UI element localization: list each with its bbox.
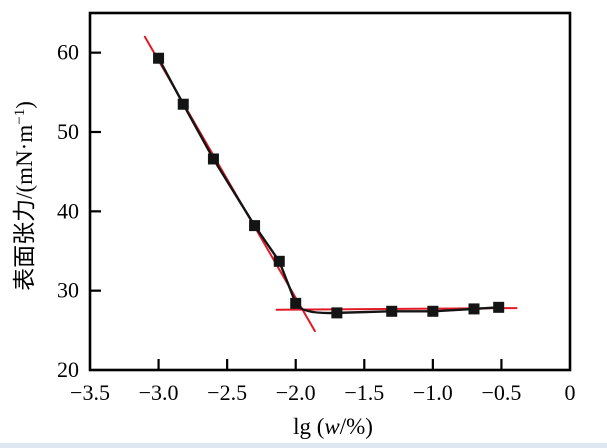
data-point-marker xyxy=(331,307,343,319)
x-axis-tick-label: −1.5 xyxy=(344,380,384,405)
data-point-marker xyxy=(290,297,302,309)
axis-tick-labels: −3.5 −3.0 −2.5 −2.0 −1.5 −1.0 −0.5 0 20 30 40 50 60 xyxy=(57,40,576,405)
y-axis-tick-label: 50 xyxy=(57,119,79,144)
data-point-marker xyxy=(153,52,165,64)
x-axis-tick-label: −2.5 xyxy=(207,380,247,405)
y-axis-tick-label: 20 xyxy=(57,357,79,382)
data-point-marker xyxy=(386,305,398,317)
data-point-marker xyxy=(207,153,219,165)
plot-frame xyxy=(88,11,572,372)
data-point-markers xyxy=(153,52,505,319)
data-point-marker xyxy=(493,301,505,313)
x-axis-tick-label: 0 xyxy=(565,380,576,405)
data-curve xyxy=(157,57,499,315)
data-point-marker xyxy=(177,98,189,110)
axis-ticks xyxy=(90,51,503,370)
data-curve-path xyxy=(157,57,499,315)
y-axis-label: 表面张力/(mN·m−1) xyxy=(12,101,37,291)
data-point-marker xyxy=(249,220,261,232)
data-point-marker xyxy=(427,305,439,317)
x-axis-tick-label: −3.5 xyxy=(70,380,110,405)
bottom-strip xyxy=(0,443,607,448)
data-point-marker xyxy=(468,303,480,315)
x-axis-tick-label: −3.0 xyxy=(139,380,179,405)
y-axis-tick-label: 60 xyxy=(57,40,79,65)
x-axis-tick-label: −2.0 xyxy=(276,380,316,405)
x-axis-label: lg (w/%) xyxy=(293,414,373,439)
tangent-lines xyxy=(143,35,518,333)
data-point-marker xyxy=(273,255,285,267)
y-axis-tick-label: 30 xyxy=(57,278,79,303)
x-axis-tick-label: −1.0 xyxy=(413,380,453,405)
x-axis-tick-label: −0.5 xyxy=(481,380,521,405)
y-axis-tick-label: 40 xyxy=(57,198,79,223)
